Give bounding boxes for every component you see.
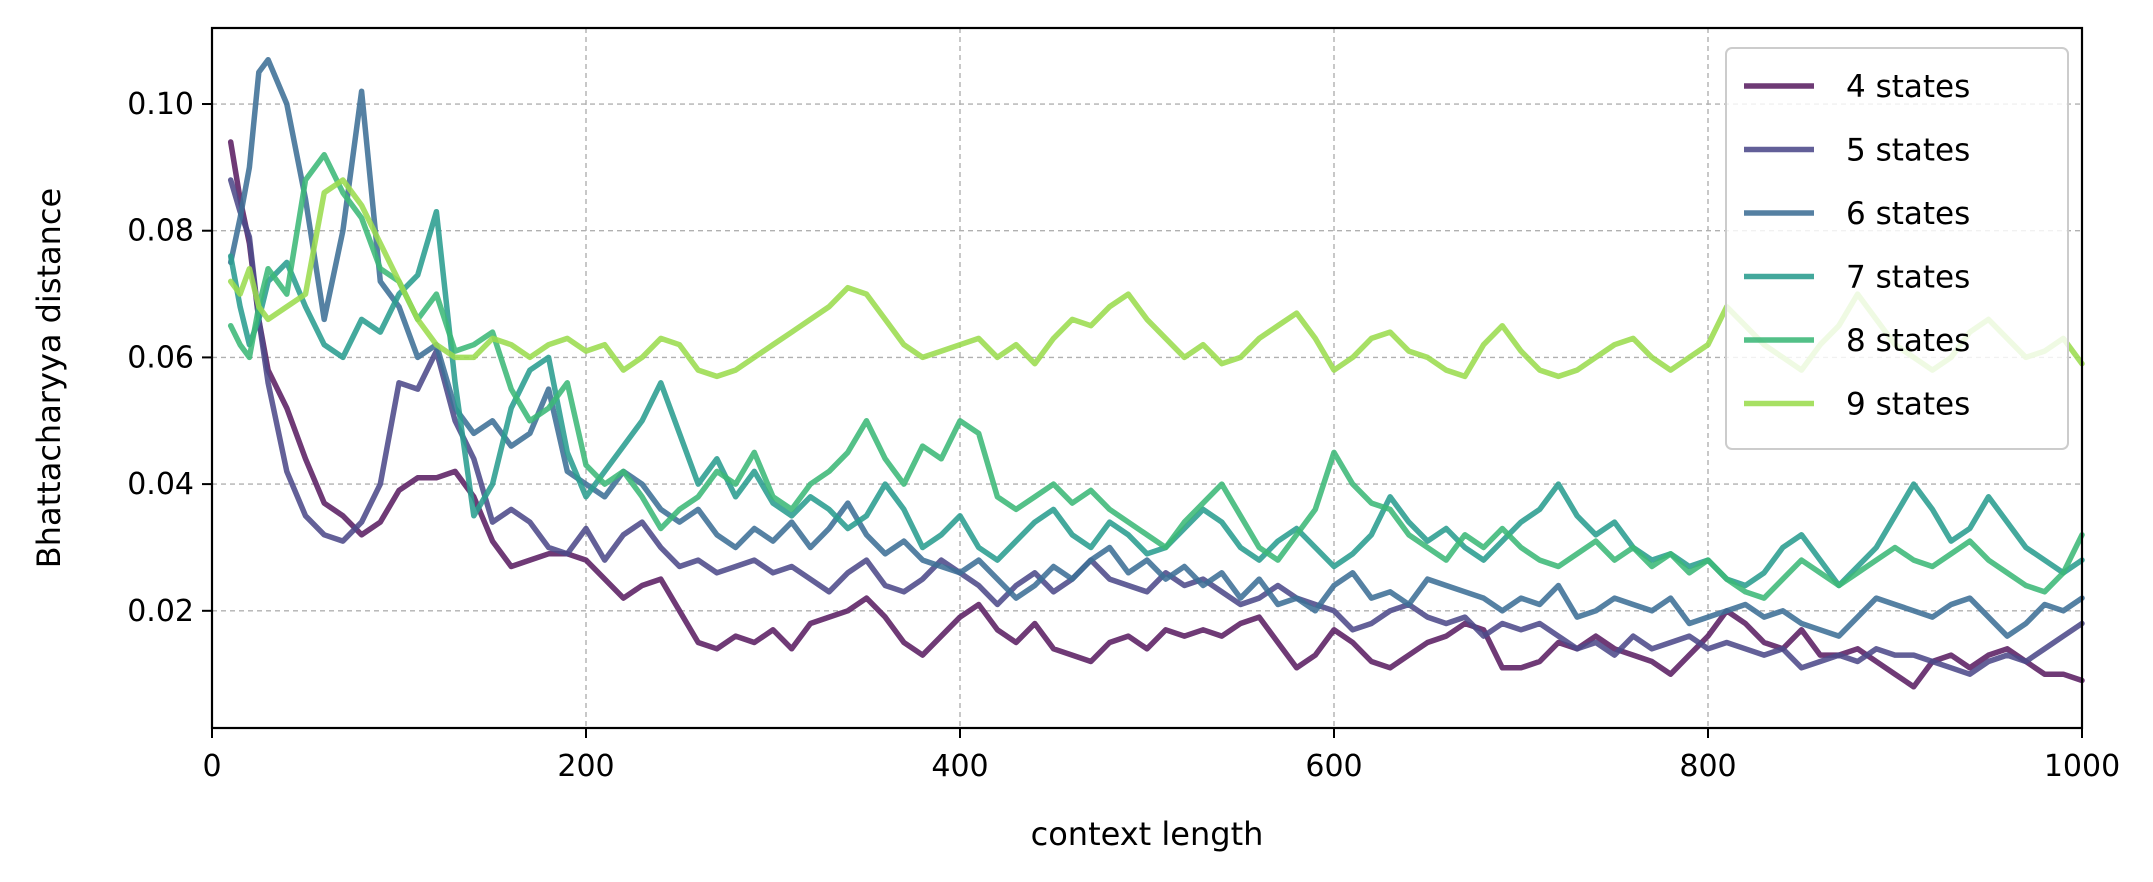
x-axis-title: context length xyxy=(1031,815,1264,853)
y-tick-label: 0.08 xyxy=(127,214,194,249)
series-line-4-states xyxy=(227,139,2085,690)
y-tick-label: 0.06 xyxy=(127,340,194,375)
legend-label: 8 states xyxy=(1846,323,1970,359)
x-tick-label: 800 xyxy=(1679,749,1736,784)
x-tick-label: 200 xyxy=(557,749,614,784)
legend-label: 4 states xyxy=(1846,69,1970,105)
series-line-6-states xyxy=(227,56,2085,639)
x-tick-label: 600 xyxy=(1305,749,1362,784)
series-line-7-states xyxy=(227,208,2085,589)
y-tick-label: 0.02 xyxy=(127,594,194,629)
series-lines xyxy=(227,56,2085,690)
legend-label: 7 states xyxy=(1846,260,1970,296)
y-tick-label: 0.04 xyxy=(127,467,194,502)
legend-label: 5 states xyxy=(1846,133,1970,169)
x-tick-label: 400 xyxy=(931,749,988,784)
x-tick-label: 1000 xyxy=(2044,749,2120,784)
y-tick-label: 0.10 xyxy=(127,87,194,122)
legend: 4 states 5 states 6 states 7 states 8 states… xyxy=(1725,47,2069,450)
x-tick-label: 0 xyxy=(202,749,221,784)
y-axis-title: Bhattacharyya distance xyxy=(30,188,68,568)
legend-label: 9 states xyxy=(1846,387,1970,423)
legend-label: 6 states xyxy=(1846,196,1970,232)
series-line-8-states xyxy=(227,151,2085,601)
plot-frame xyxy=(210,26,2084,730)
series-line-5-states xyxy=(227,177,2085,677)
y-axis-ticks: 0.02 0.04 0.06 0.08 0.10 xyxy=(127,87,212,629)
x-axis-ticks: 0 200 400 600 800 1000 xyxy=(202,728,2120,784)
